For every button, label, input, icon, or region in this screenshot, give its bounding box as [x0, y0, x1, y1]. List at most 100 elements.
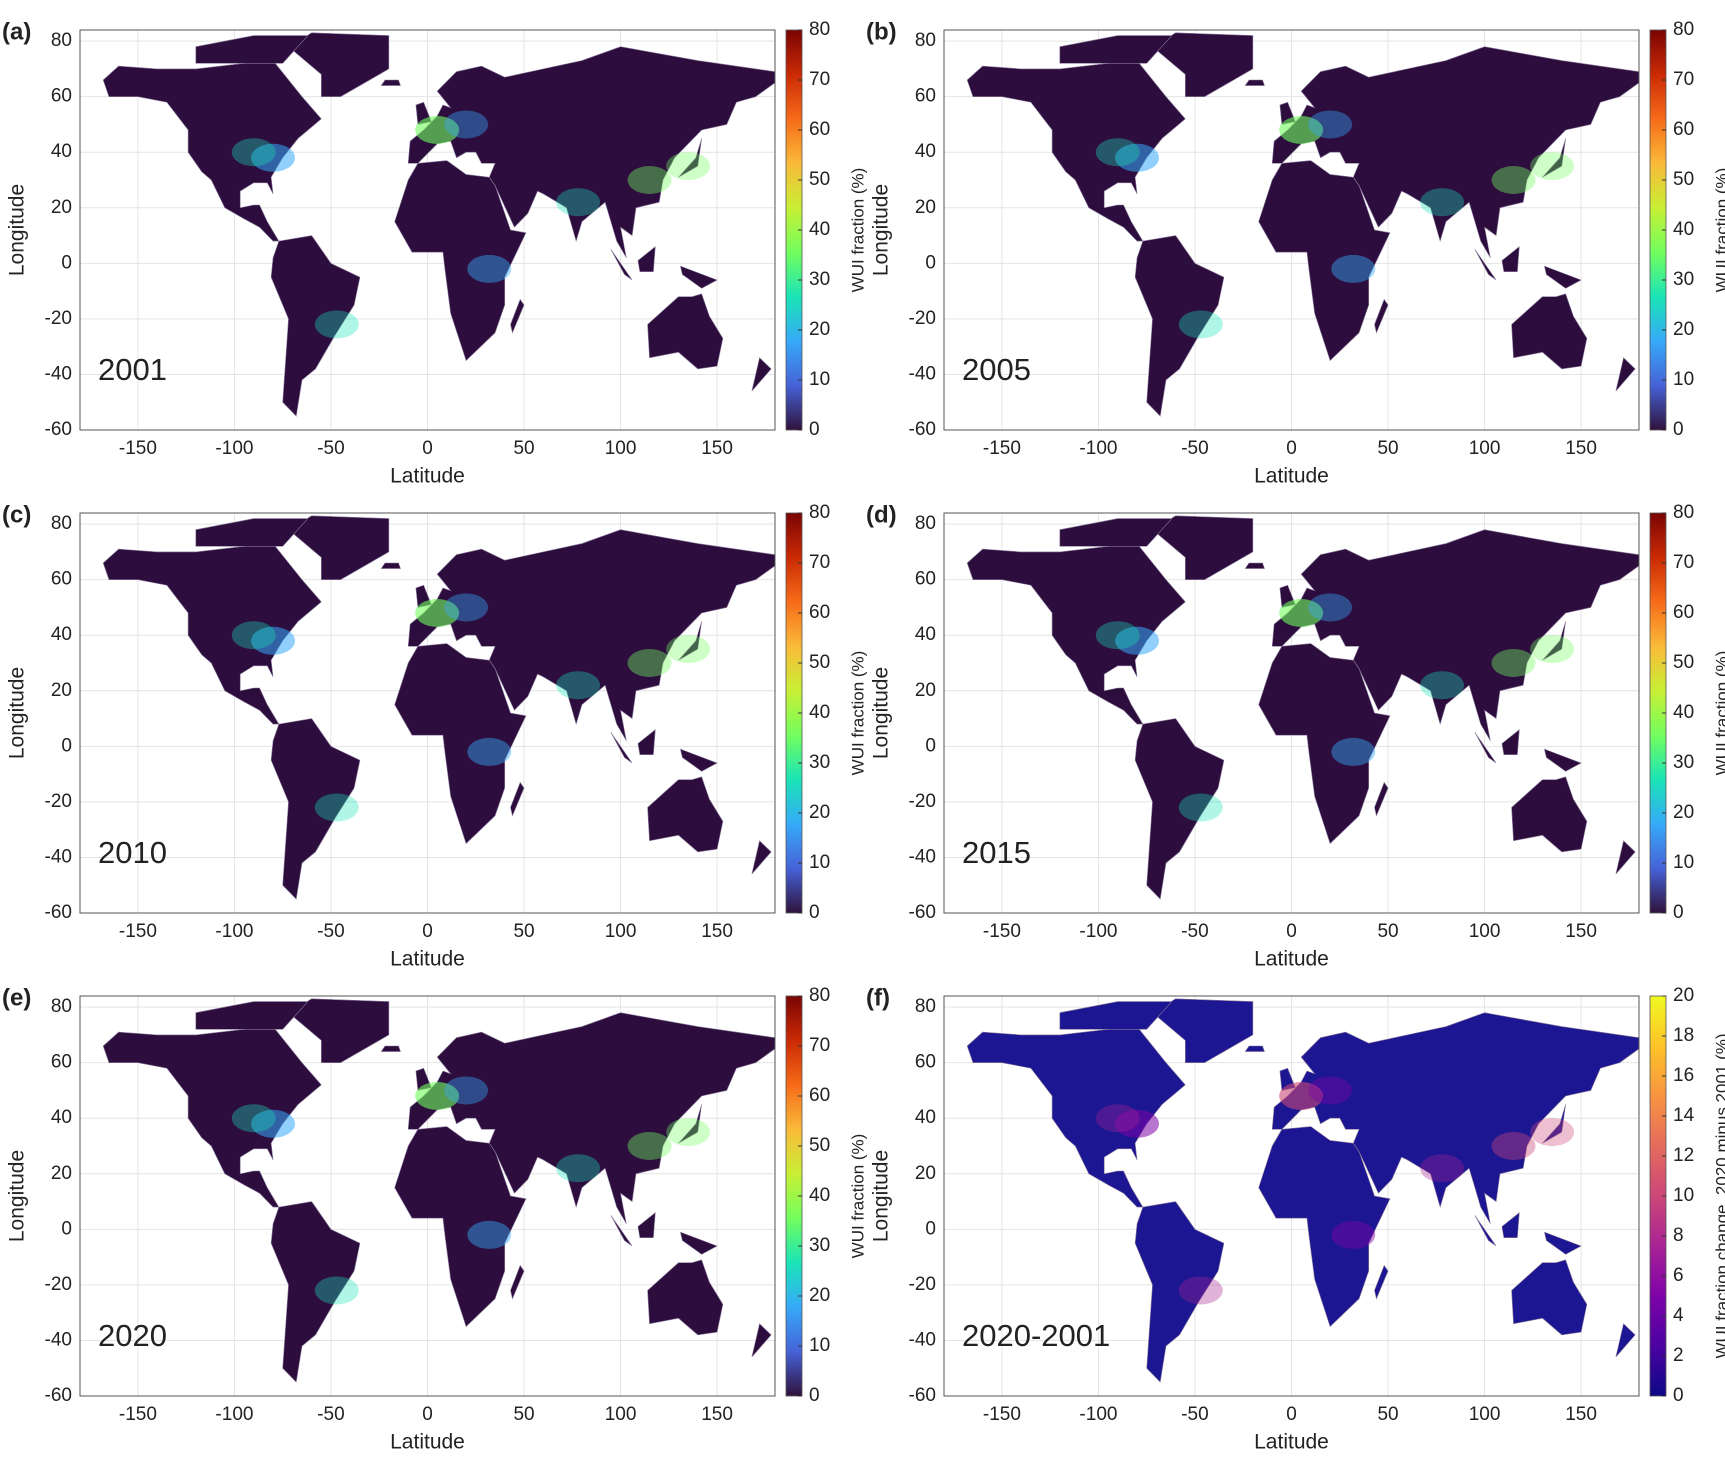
hotspot — [231, 138, 276, 167]
axes-frame — [943, 29, 1640, 431]
colorbar-tick-label: 50 — [809, 1135, 830, 1156]
land-shape — [751, 357, 772, 392]
x-tick-label: -50 — [1181, 438, 1208, 459]
land-shape — [966, 60, 1186, 242]
land-shape — [678, 621, 702, 661]
hotspot — [627, 166, 672, 194]
colorbar-tick-label: 20 — [809, 1285, 830, 1306]
y-tick-label: -60 — [45, 419, 72, 440]
y-tick-label: 60 — [51, 569, 72, 590]
y-tick-label: 40 — [51, 624, 72, 645]
land — [966, 998, 1639, 1383]
x-tick-label: -150 — [983, 1404, 1021, 1425]
colorbar-tick-label: 50 — [809, 169, 830, 190]
land-shape — [1374, 298, 1389, 334]
colorbar-tick-label: 70 — [1673, 552, 1694, 573]
x-tick-label: 100 — [605, 921, 637, 942]
x-axis-label: Latitude — [390, 1431, 465, 1454]
land-shape — [102, 60, 322, 242]
hotspot — [666, 635, 711, 664]
y-tick-label: 80 — [51, 996, 72, 1017]
y-axis-label: Longitude — [870, 667, 893, 759]
x-tick-label: 100 — [605, 438, 637, 459]
x-tick-label: 50 — [1377, 1404, 1398, 1425]
colorbar-tick-label: 60 — [1673, 119, 1694, 140]
y-tick-label: 40 — [51, 141, 72, 162]
land-shape — [1258, 160, 1391, 362]
land-shape — [1474, 249, 1497, 281]
annotation: 2020-2001 — [962, 1318, 1110, 1353]
land-shape — [380, 1045, 401, 1052]
land-shape — [966, 1026, 1186, 1208]
land-shape — [195, 518, 309, 547]
land-shape — [647, 293, 724, 370]
colorbar-label: WUI fraction (%) — [1712, 168, 1725, 293]
colorbar-tick-label: 80 — [1673, 502, 1694, 523]
land-shape — [1134, 1201, 1225, 1383]
land-shape — [1511, 293, 1588, 370]
land-shape — [1474, 732, 1497, 764]
axes-frame — [79, 29, 776, 431]
y-tick-label: 0 — [61, 1218, 72, 1239]
y-tick-label: 60 — [51, 1052, 72, 1073]
colorbar-tick-label: 80 — [809, 985, 830, 1006]
x-tick-label: 0 — [422, 921, 433, 942]
hotspot — [1420, 188, 1465, 217]
y-tick-label: 80 — [51, 513, 72, 534]
land-shape — [1615, 357, 1636, 392]
land-shape — [1374, 1264, 1389, 1300]
hotspot — [1279, 599, 1324, 627]
y-axis-label: Longitude — [6, 1150, 29, 1242]
map-panel: -150 -100 -50 0 50 100 150-60-40-20020406080La… — [2, 18, 867, 487]
hotspot — [1095, 138, 1140, 167]
hotspot — [666, 152, 711, 181]
land-shape — [407, 529, 775, 741]
y-tick-label: -40 — [45, 846, 72, 867]
hotspot — [556, 1154, 601, 1183]
colorbar-tick-label: 0 — [1673, 1385, 1684, 1406]
land-shape — [610, 732, 633, 764]
annotation: 2015 — [962, 835, 1031, 870]
y-tick-label: 40 — [915, 141, 936, 162]
x-tick-label: -100 — [215, 438, 253, 459]
y-tick-label: -60 — [909, 419, 936, 440]
hotspot — [1420, 1154, 1465, 1183]
land-shape — [751, 1323, 772, 1358]
x-tick-label: 50 — [1377, 438, 1398, 459]
map-panel: -150 -100 -50 0 50 100 150-60-40-20020406080La… — [2, 501, 867, 970]
map-panel: -150 -100 -50 0 50 100 150-60-40-20020406080La… — [866, 18, 1725, 487]
land-shape — [1244, 562, 1265, 569]
hotspot — [1331, 254, 1376, 283]
hotspot — [444, 593, 489, 622]
y-axis-label: Longitude — [870, 184, 893, 276]
colorbar-tick-label: 50 — [1673, 652, 1694, 673]
land-shape — [679, 1231, 718, 1255]
panel-label: (b) — [866, 18, 897, 45]
colorbar-tick-label: 70 — [1673, 69, 1694, 90]
x-tick-label: -50 — [1181, 921, 1208, 942]
land — [966, 515, 1639, 900]
y-tick-label: 20 — [51, 680, 72, 701]
land-shape — [510, 1264, 525, 1300]
land-shape — [1615, 1323, 1636, 1358]
y-tick-label: -20 — [909, 1274, 936, 1295]
y-tick-label: -20 — [45, 1274, 72, 1295]
colorbar-tick-label: 30 — [809, 752, 830, 773]
colorbar-tick-label: 2 — [1673, 1345, 1684, 1366]
hotspot — [1178, 1276, 1223, 1305]
colorbar-tick-label: 18 — [1673, 1025, 1694, 1046]
land-shape — [1501, 729, 1520, 755]
land-shape — [1258, 643, 1391, 845]
x-tick-label: -50 — [1181, 1404, 1208, 1425]
land-shape — [380, 79, 401, 86]
y-tick-label: 20 — [915, 1163, 936, 1184]
x-tick-label: 100 — [1469, 1404, 1501, 1425]
colorbar-tick-label: 10 — [809, 1335, 830, 1356]
land-shape — [1542, 1104, 1566, 1144]
x-tick-label: 0 — [1286, 438, 1297, 459]
hotspot — [1530, 635, 1575, 664]
hotspot — [1420, 671, 1465, 700]
y-tick-label: -20 — [45, 791, 72, 812]
land-shape — [1059, 35, 1173, 64]
land-shape — [1059, 1001, 1173, 1030]
